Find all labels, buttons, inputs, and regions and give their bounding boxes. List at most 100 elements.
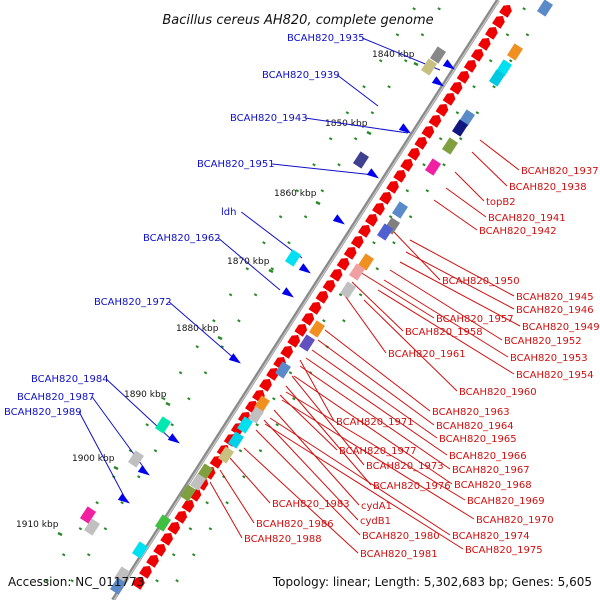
reverse-label-connector — [263, 419, 359, 521]
kbp-tick-label: 1890 kbp — [124, 390, 167, 400]
forward-gene-label: BCAH820_1943 — [230, 113, 308, 124]
forward-gene-label: BCAH820_1951 — [197, 159, 275, 170]
grid-dash — [370, 111, 375, 115]
gene-domain-block — [391, 201, 409, 219]
grid-dash — [270, 267, 275, 271]
grid-dash — [322, 319, 326, 323]
forward-gene-arrow — [366, 168, 379, 179]
forward-gene-label: BCAH820_1939 — [262, 70, 340, 81]
reverse-gene-label: BCAH820_1958 — [405, 327, 483, 338]
reverse-gene-arrow — [259, 378, 272, 392]
grid-dash — [253, 293, 258, 297]
kbp-tick-mark — [217, 335, 223, 341]
reverse-gene-label: BCAH820_1964 — [436, 421, 514, 432]
grid-dash — [458, 137, 463, 141]
gene-domain-block — [308, 320, 326, 338]
grid-dash — [525, 33, 530, 37]
forward-label-connector — [305, 117, 409, 134]
gene-domain-block — [127, 450, 145, 468]
gene-domain-block — [357, 253, 375, 271]
forward-gene-label: BCAH820_1972 — [94, 297, 172, 308]
kbp-tick-mark — [57, 531, 63, 537]
grid-dash — [345, 111, 350, 115]
grid-dash — [220, 345, 224, 349]
forward-gene-label: ldh — [221, 207, 236, 218]
reverse-gene-arrow — [470, 48, 484, 62]
grid-dash — [162, 397, 166, 401]
grid-dash — [408, 215, 413, 219]
reverse-gene-arrow — [393, 169, 406, 183]
reverse-label-connector — [305, 357, 448, 456]
reverse-label-connector — [285, 391, 466, 501]
grid-dash — [372, 241, 376, 245]
grid-dash — [171, 553, 176, 557]
reverse-gene-arrow — [280, 345, 294, 359]
reverse-label-connector — [363, 299, 458, 392]
reverse-label-connector — [409, 239, 515, 297]
reverse-gene-label: BCAH820_1969 — [467, 496, 545, 507]
reverse-gene-label: BCAH820_1937 — [521, 166, 599, 177]
grid-dash — [437, 7, 441, 11]
grid-dash — [245, 267, 250, 271]
reverse-label-connector — [229, 457, 271, 504]
reverse-gene-label: topB2 — [486, 197, 516, 208]
grid-dash — [95, 501, 99, 505]
reverse-gene-arrow — [132, 576, 145, 590]
reverse-gene-label: BCAH820_1963 — [432, 407, 510, 418]
reverse-label-connector — [479, 139, 520, 171]
forward-gene-arrow — [431, 76, 444, 87]
reverse-gene-arrow — [329, 268, 343, 282]
grid-dash — [438, 137, 443, 141]
grid-dash — [203, 371, 208, 375]
grid-dash — [262, 241, 266, 245]
gene-domain-block — [441, 137, 459, 155]
label-connectors — [78, 37, 521, 554]
grid-dash — [362, 85, 366, 89]
grid-dash — [522, 7, 526, 11]
reverse-gene-label: BCAH820_1973 — [366, 461, 444, 472]
reverse-label-connector — [293, 375, 453, 485]
kbp-tick-label: 1870 kbp — [227, 257, 270, 267]
forward-gene-label: BCAH820_1984 — [31, 374, 109, 385]
reverse-gene-arrow — [379, 191, 392, 205]
grid-dash — [472, 85, 476, 89]
gene-domain-block — [236, 416, 254, 434]
forward-gene-arrow — [228, 353, 241, 364]
grid-dash — [388, 215, 393, 219]
grid-dash — [120, 501, 124, 505]
grid-dash — [358, 293, 363, 297]
reverse-gene-arrow — [287, 334, 301, 348]
grid-dash — [255, 423, 259, 427]
forward-gene-label: BCAH820_1989 — [4, 407, 82, 418]
reverse-label-connector — [264, 423, 464, 550]
kbp-tick-mark — [165, 401, 171, 407]
reverse-gene-arrow — [350, 235, 364, 249]
reverse-gene-arrow — [160, 532, 174, 546]
reverse-gene-arrow — [442, 92, 456, 106]
reverse-gene-label: BCAH820_1967 — [452, 465, 530, 476]
forward-gene-arrow — [117, 493, 130, 504]
reverse-gene-label: BCAH820_1970 — [476, 515, 554, 526]
reverse-gene-label: cydB1 — [360, 516, 391, 527]
grid-dash — [492, 85, 496, 89]
kbp-tick-label: 1900 kbp — [72, 454, 115, 464]
forward-gene-arrow — [298, 263, 311, 274]
reverse-gene-arrow — [492, 15, 505, 29]
grid-dash — [205, 501, 209, 505]
gene-domain-block — [424, 158, 442, 176]
reverse-gene-label: BCAH820_1971 — [336, 417, 414, 428]
reverse-gene-arrow — [139, 565, 152, 579]
reverse-label-connector — [389, 269, 503, 341]
grid-dash — [292, 397, 296, 401]
grid-dash — [188, 527, 193, 531]
forward-label-connector — [78, 411, 127, 501]
grid-dash — [238, 449, 243, 453]
gene-domain-block — [284, 249, 302, 267]
grid-dash — [505, 33, 510, 37]
forward-gene-arrow — [398, 123, 411, 134]
gene-domain-block — [506, 43, 524, 61]
kbp-tick-label: 1860 kbp — [274, 189, 317, 199]
reverse-gene-label: BCAH820_1957 — [436, 314, 514, 325]
